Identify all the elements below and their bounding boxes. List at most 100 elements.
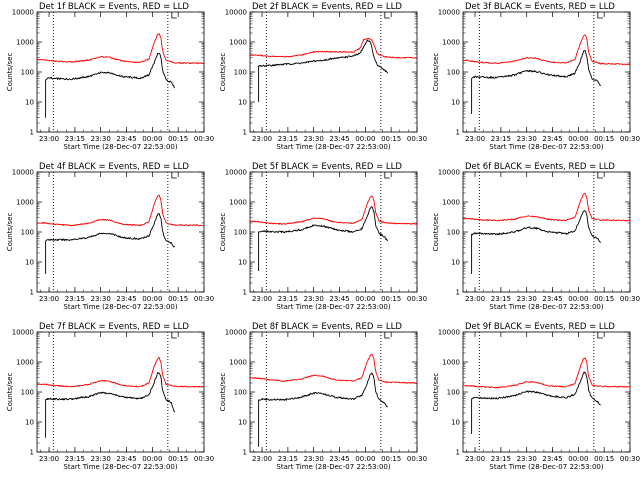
x-tick-label: 23:00 bbox=[465, 295, 485, 303]
events-series-line bbox=[45, 52, 176, 118]
lld-series-line bbox=[36, 194, 205, 227]
panel-title: Det 1f BLACK = Events, RED = LLD bbox=[39, 2, 189, 12]
y-tick-label: 100 bbox=[21, 389, 34, 397]
x-tick-label: 00:30 bbox=[620, 295, 640, 303]
y-tick-label: 10 bbox=[238, 99, 247, 107]
panel-title: Det 2f BLACK = Events, RED = LLD bbox=[252, 2, 402, 12]
bracket-marker bbox=[171, 332, 177, 339]
y-tick-label: 1000 bbox=[16, 199, 34, 207]
x-tick-label: 23:45 bbox=[116, 295, 136, 303]
lld-series-line bbox=[36, 357, 205, 388]
y-tick-label: 1 bbox=[243, 129, 247, 137]
lld-series-line bbox=[462, 357, 631, 389]
events-series-line bbox=[45, 372, 176, 438]
det-panel-9: Det 9f BLACK = Events, RED = LLD 1 10 100 10… bbox=[432, 322, 640, 471]
panel-title: Det 7f BLACK = Events, RED = LLD bbox=[39, 322, 189, 332]
y-tick-label: 100 bbox=[234, 229, 247, 237]
y-tick-label: 100 bbox=[21, 69, 34, 77]
x-tick-label: 00:00 bbox=[142, 455, 162, 463]
lld-series-line bbox=[249, 37, 418, 59]
lld-series-line bbox=[462, 192, 631, 222]
y-tick-label: 100 bbox=[21, 229, 34, 237]
x-tick-label: 00:30 bbox=[407, 135, 427, 143]
x-tick-label: 00:00 bbox=[568, 295, 588, 303]
y-tick-label: 1000 bbox=[229, 199, 247, 207]
x-tick-label: 00:30 bbox=[620, 455, 640, 463]
det-panel-3: Det 3f BLACK = Events, RED = LLD 1 10 100 10… bbox=[432, 2, 640, 151]
y-tick-label: 10 bbox=[451, 259, 460, 267]
x-axis-label: Start Time (28-Dec-07 22:53:00) bbox=[276, 143, 390, 151]
events-series-line bbox=[471, 210, 601, 274]
x-tick-label: 00:30 bbox=[407, 455, 427, 463]
lld-series-line bbox=[249, 353, 418, 384]
y-tick-label: 1000 bbox=[16, 359, 34, 367]
events-series-line bbox=[471, 49, 602, 114]
x-tick-label: 00:15 bbox=[168, 295, 188, 303]
y-axis-label: Counts/sec bbox=[219, 213, 227, 252]
panel-title: Det 4f BLACK = Events, RED = LLD bbox=[39, 162, 189, 172]
plot-frame bbox=[249, 331, 418, 453]
y-tick-label: 100 bbox=[447, 69, 460, 77]
x-tick-label: 00:00 bbox=[142, 135, 162, 143]
events-series-line bbox=[258, 372, 389, 447]
y-tick-label: 10000 bbox=[438, 9, 460, 17]
events-series-line bbox=[258, 39, 389, 102]
y-tick-label: 1 bbox=[30, 289, 34, 297]
plot-frame bbox=[462, 331, 631, 453]
x-tick-label: 23:15 bbox=[65, 455, 85, 463]
x-tick-label: 23:30 bbox=[91, 135, 111, 143]
x-tick-label: 23:45 bbox=[116, 135, 136, 143]
det-panel-8: Det 8f BLACK = Events, RED = LLD 1 10 100 10… bbox=[219, 322, 427, 471]
y-axis-label: Counts/sec bbox=[6, 53, 14, 92]
x-tick-label: 00:15 bbox=[168, 135, 188, 143]
x-tick-label: 23:30 bbox=[517, 455, 537, 463]
y-tick-label: 10000 bbox=[12, 9, 34, 17]
y-tick-label: 1000 bbox=[16, 39, 34, 47]
y-tick-label: 1 bbox=[243, 449, 247, 457]
x-tick-label: 23:45 bbox=[116, 455, 136, 463]
x-tick-label: 23:15 bbox=[278, 135, 298, 143]
bracket-marker bbox=[597, 332, 603, 339]
x-tick-label: 23:00 bbox=[39, 455, 59, 463]
x-tick-label: 00:30 bbox=[620, 135, 640, 143]
x-tick-label: 00:00 bbox=[568, 135, 588, 143]
x-tick-label: 23:00 bbox=[465, 135, 485, 143]
y-tick-label: 10 bbox=[451, 419, 460, 427]
plot-frame bbox=[36, 171, 205, 293]
y-tick-label: 10000 bbox=[438, 169, 460, 177]
bracket-marker bbox=[384, 332, 390, 339]
x-tick-label: 23:00 bbox=[252, 135, 272, 143]
x-tick-label: 00:00 bbox=[355, 455, 375, 463]
y-tick-label: 100 bbox=[447, 229, 460, 237]
x-tick-label: 23:30 bbox=[91, 455, 111, 463]
x-tick-label: 00:15 bbox=[594, 455, 614, 463]
x-tick-label: 23:00 bbox=[252, 455, 272, 463]
y-tick-label: 1 bbox=[456, 289, 460, 297]
x-tick-label: 00:15 bbox=[381, 135, 401, 143]
x-tick-label: 00:00 bbox=[355, 135, 375, 143]
y-axis-label: Counts/sec bbox=[219, 373, 227, 412]
y-tick-label: 10000 bbox=[225, 329, 247, 337]
y-tick-label: 10 bbox=[238, 419, 247, 427]
bracket-marker bbox=[171, 172, 177, 179]
y-tick-label: 1 bbox=[30, 449, 34, 457]
y-axis-label: Counts/sec bbox=[219, 53, 227, 92]
x-tick-label: 23:00 bbox=[39, 135, 59, 143]
y-tick-label: 1000 bbox=[442, 359, 460, 367]
x-tick-label: 00:30 bbox=[407, 295, 427, 303]
events-series-line bbox=[45, 213, 176, 274]
plot-frame bbox=[36, 11, 205, 133]
x-tick-label: 23:15 bbox=[278, 295, 298, 303]
y-tick-label: 10000 bbox=[225, 169, 247, 177]
x-tick-label: 23:15 bbox=[65, 295, 85, 303]
plot-frame bbox=[462, 11, 631, 133]
y-tick-label: 10000 bbox=[12, 169, 34, 177]
y-axis-label: Counts/sec bbox=[432, 373, 440, 412]
y-tick-label: 10 bbox=[238, 259, 247, 267]
y-tick-label: 10000 bbox=[12, 329, 34, 337]
x-tick-label: 23:15 bbox=[491, 135, 511, 143]
x-tick-label: 23:30 bbox=[304, 135, 324, 143]
x-axis-label: Start Time (28-Dec-07 22:53:00) bbox=[276, 463, 390, 471]
plot-frame bbox=[36, 331, 205, 453]
